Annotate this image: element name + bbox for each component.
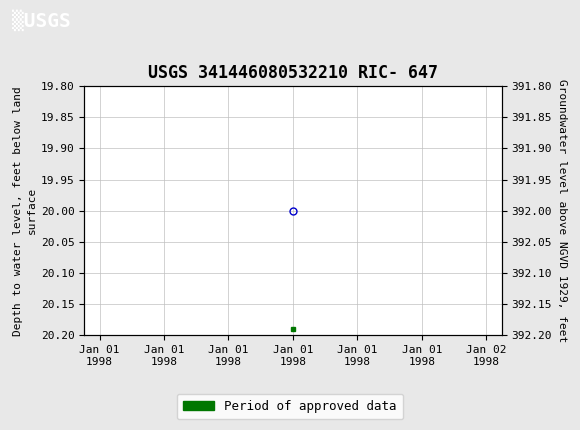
Title: USGS 341446080532210 RIC- 647: USGS 341446080532210 RIC- 647 <box>148 64 438 82</box>
Y-axis label: Groundwater level above NGVD 1929, feet: Groundwater level above NGVD 1929, feet <box>557 79 567 342</box>
Legend: Period of approved data: Period of approved data <box>177 394 403 419</box>
Text: ▒USGS: ▒USGS <box>12 9 70 31</box>
Y-axis label: Depth to water level, feet below land
surface: Depth to water level, feet below land su… <box>13 86 37 335</box>
